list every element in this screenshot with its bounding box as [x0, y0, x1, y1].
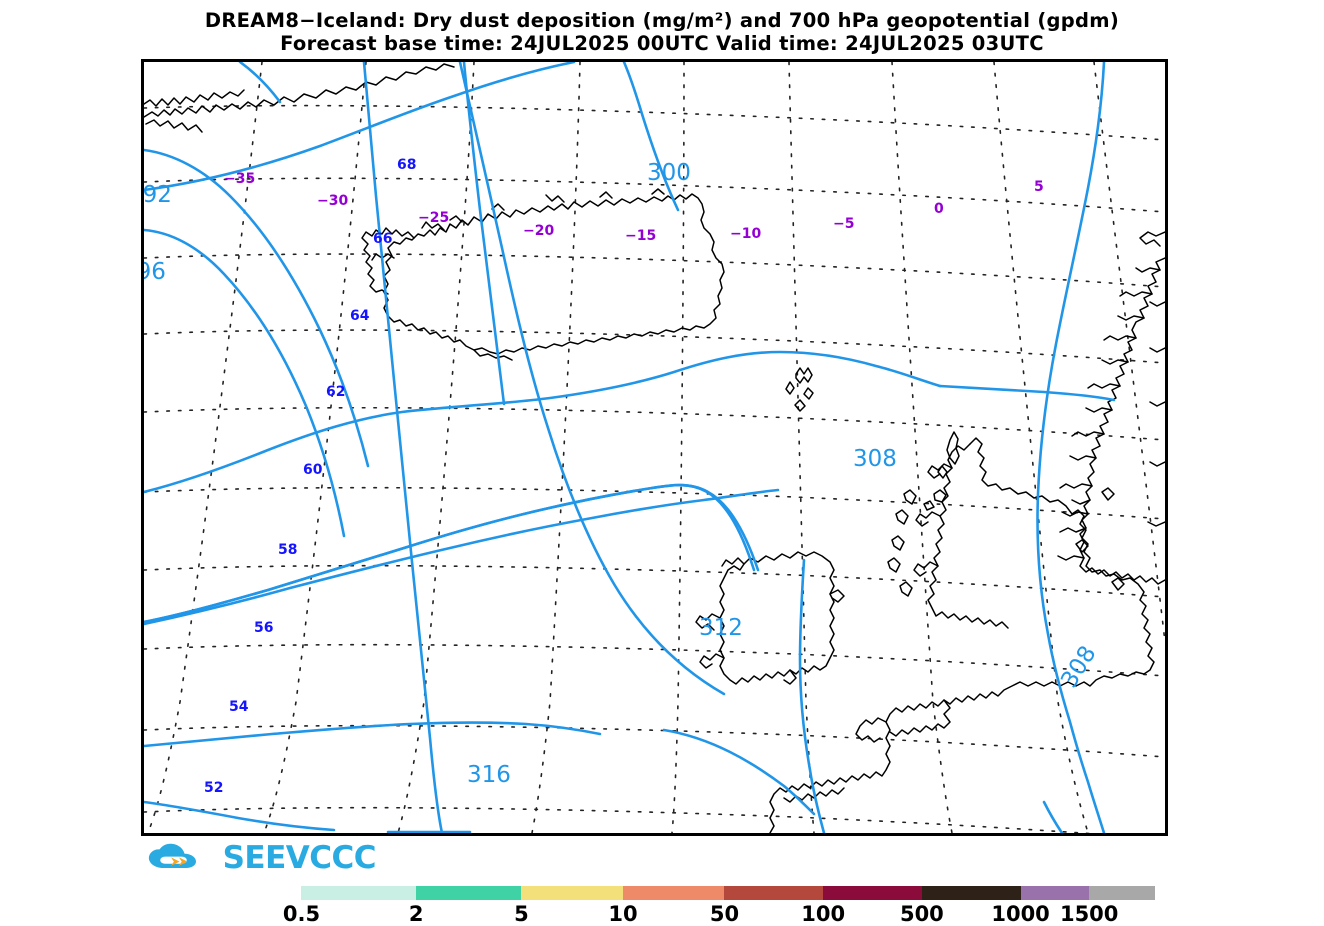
coastline-norway	[1079, 257, 1165, 585]
coastline-great-britain	[769, 437, 1155, 833]
cloud-icon	[148, 843, 196, 868]
coastline-greenland	[144, 63, 455, 118]
colorbar-segment-2	[416, 886, 522, 900]
colorbar-tick-50: 50	[709, 902, 740, 926]
logo-text: SEEVCCC	[222, 839, 377, 876]
colorbar-tick-5: 5	[514, 902, 529, 926]
seevccc-logo[interactable]: SEEVCCC	[146, 838, 377, 878]
colorbar-segment-0.5	[301, 886, 417, 900]
colorbar-segment-5	[521, 886, 623, 900]
geopotential-contours	[144, 62, 1116, 833]
colorbar-segment-10	[622, 886, 725, 900]
coastline-iceland	[383, 193, 725, 355]
colorbar-tick-1500: 1500	[1059, 902, 1119, 926]
colorbar-segment-1000	[1020, 886, 1090, 900]
contour-320	[144, 800, 336, 832]
contour-300	[144, 62, 576, 192]
colorbar-segment-1500	[1089, 886, 1155, 900]
map-graphics	[144, 62, 1165, 833]
contour-296	[144, 228, 346, 538]
coastline-faroe	[795, 367, 813, 384]
colorbar[interactable]: 0.5 2 5 10 50 100 500 1000 1500	[215, 886, 1155, 926]
colorbar-tick-0.5: 0.5	[282, 902, 321, 926]
chart-title-line-1: DREAM8−Iceland: Dry dust deposition (mg/…	[204, 9, 1120, 32]
colorbar-segment-500	[921, 886, 1021, 900]
contour-288	[238, 62, 282, 104]
coastlines	[144, 63, 1165, 833]
colorbar-tick-labels: 0.5 2 5 10 50 100 500 1000 1500	[215, 900, 1155, 926]
colorbar-gradient	[215, 886, 1155, 900]
colorbar-segment-0	[215, 886, 302, 900]
chart-subtitle-line-2: Forecast base time: 24JUL2025 00UTC Vali…	[280, 32, 1044, 55]
colorbar-tick-10: 10	[608, 902, 638, 926]
colorbar-segment-50	[724, 886, 824, 900]
contour-308	[144, 350, 942, 494]
colorbar-tick-1000: 1000	[991, 902, 1050, 926]
colorbar-segment-100	[823, 886, 922, 900]
graticule-longitude-lines	[147, 62, 1165, 833]
arrow-icon	[170, 857, 180, 866]
colorbar-tick-100: 100	[801, 902, 846, 926]
chart-title-block: DREAM8−Iceland: Dry dust deposition (mg/…	[0, 9, 1324, 56]
colorbar-tick-2: 2	[408, 902, 424, 926]
graticule-latitude-lines	[144, 104, 1165, 833]
coastline-orkney	[933, 489, 947, 503]
map-panel[interactable]: 68 66 64 62 60 58 56 54 52 50 −35 −30 −2…	[141, 59, 1168, 836]
contour-292	[144, 148, 370, 468]
contour-316	[144, 721, 602, 748]
coastline-shetland	[946, 431, 960, 465]
colorbar-tick-500: 500	[899, 902, 944, 926]
contour-304	[362, 62, 444, 833]
coastline-ireland	[719, 551, 835, 685]
